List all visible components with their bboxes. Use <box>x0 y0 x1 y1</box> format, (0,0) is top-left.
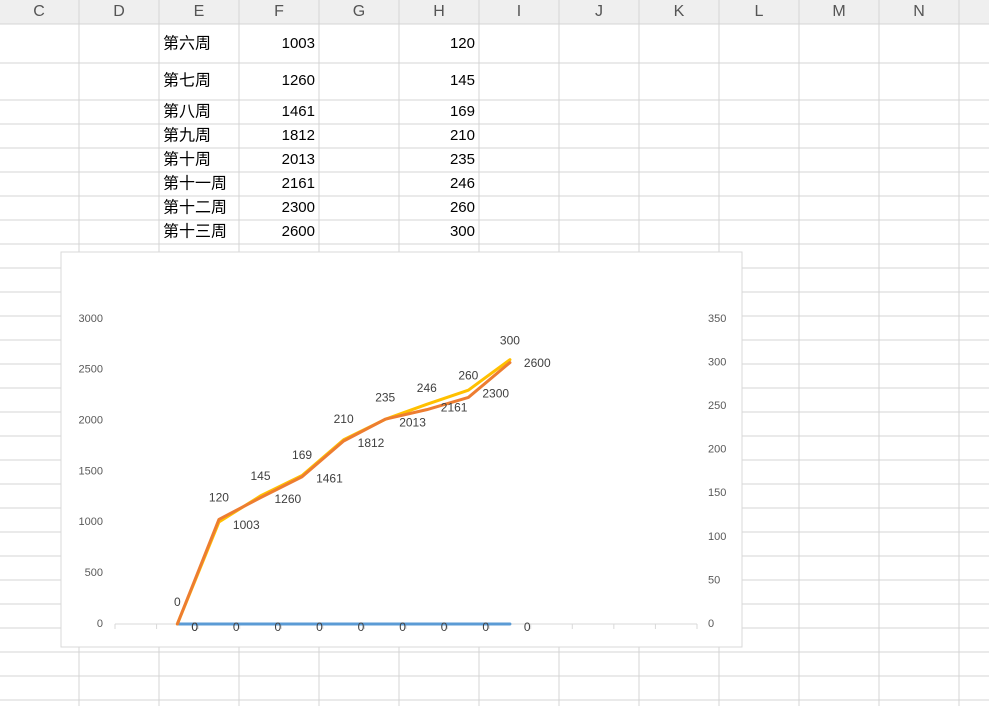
cell-value-h: 260 <box>450 199 475 216</box>
cells: C D E F G H I J K L M N 第六周 1003 120 第七周 1260 145 第八周 1461 1… <box>33 3 925 240</box>
cell-value-f: 2300 <box>282 199 315 216</box>
cell-value-f: 2600 <box>282 223 315 240</box>
data-label: 1461 <box>316 472 343 486</box>
data-label: 246 <box>417 381 437 395</box>
cell-week: 第六周 <box>163 34 211 53</box>
data-label: 0 <box>399 620 406 634</box>
data-label: 120 <box>209 491 229 505</box>
chart: 0500100015002000250030000501001502002503… <box>79 313 727 634</box>
column-header: K <box>674 3 685 20</box>
y-tick-label: 2500 <box>79 364 103 376</box>
data-label: 300 <box>500 334 520 348</box>
cell-value-f: 1003 <box>282 35 315 52</box>
cell-week: 第七周 <box>163 71 211 90</box>
y-tick-label: 1500 <box>79 465 103 477</box>
data-label: 0 <box>191 620 198 634</box>
y-tick-label: 0 <box>97 618 103 630</box>
y-tick-label: 3000 <box>79 313 103 325</box>
data-label: 2300 <box>482 386 509 400</box>
column-header: C <box>33 3 45 20</box>
data-label: 260 <box>458 369 478 383</box>
cell-week: 第八周 <box>163 102 211 121</box>
y-tick-label: 500 <box>85 567 103 579</box>
y-tick-label: 1000 <box>79 516 103 528</box>
y2-tick-label: 300 <box>708 356 726 368</box>
data-label: 0 <box>482 620 489 634</box>
y2-tick-label: 50 <box>708 574 720 586</box>
data-label: 0 <box>524 620 531 634</box>
column-header: G <box>353 3 365 20</box>
cell-value-f: 2161 <box>282 175 315 192</box>
y2-tick-label: 150 <box>708 487 726 499</box>
series-line <box>175 361 512 626</box>
y2-tick-label: 350 <box>708 313 726 325</box>
column-header: M <box>832 3 845 20</box>
chart-area[interactable] <box>60 251 743 648</box>
data-label: 1812 <box>358 436 385 450</box>
cell-week: 第十周 <box>163 150 211 169</box>
cell-value-h: 210 <box>450 127 475 144</box>
cell-value-f: 2013 <box>282 151 315 168</box>
column-header: I <box>517 3 521 20</box>
column-header: H <box>433 3 445 20</box>
column-header: D <box>113 3 125 20</box>
y2-tick-label: 100 <box>708 531 726 543</box>
data-label: 0 <box>275 620 282 634</box>
data-label: 2600 <box>524 356 551 370</box>
y-tick-label: 2000 <box>79 415 103 427</box>
data-label: 0 <box>191 620 198 634</box>
data-label: 2161 <box>441 400 468 414</box>
data-label: 0 <box>316 620 323 634</box>
y2-tick-label: 250 <box>708 400 726 412</box>
data-label: 0 <box>441 620 448 634</box>
cell-value-f: 1260 <box>282 72 315 89</box>
cell-value-f: 1461 <box>282 103 315 120</box>
cell-value-f: 1812 <box>282 127 315 144</box>
data-label: 0 <box>233 620 240 634</box>
y2-tick-label: 200 <box>708 444 726 456</box>
column-header: N <box>913 3 925 20</box>
data-label: 169 <box>292 448 312 462</box>
data-label: 2013 <box>399 416 426 430</box>
column-header: L <box>755 3 764 20</box>
data-label: 1003 <box>233 518 260 532</box>
column-header: E <box>194 3 205 20</box>
column-header: J <box>595 3 603 20</box>
cell-week: 第十二周 <box>163 198 227 217</box>
data-label: 210 <box>334 412 354 426</box>
cell-value-h: 246 <box>450 175 475 192</box>
cell-week: 第十一周 <box>163 174 227 193</box>
data-label: 0 <box>358 620 365 634</box>
column-header-bar <box>0 0 989 24</box>
cell-value-h: 169 <box>450 103 475 120</box>
data-label: 235 <box>375 390 395 404</box>
y2-tick-label: 0 <box>708 618 714 630</box>
cell-value-h: 120 <box>450 35 475 52</box>
cell-week: 第十三周 <box>163 222 227 241</box>
cell-value-h: 145 <box>450 72 475 89</box>
data-label: 0 <box>174 595 181 609</box>
column-header: F <box>274 3 284 20</box>
cell-value-h: 235 <box>450 151 475 168</box>
data-label: 145 <box>250 469 270 483</box>
data-label: 1260 <box>275 492 302 506</box>
cell-value-h: 300 <box>450 223 475 240</box>
cell-week: 第九周 <box>163 126 211 145</box>
